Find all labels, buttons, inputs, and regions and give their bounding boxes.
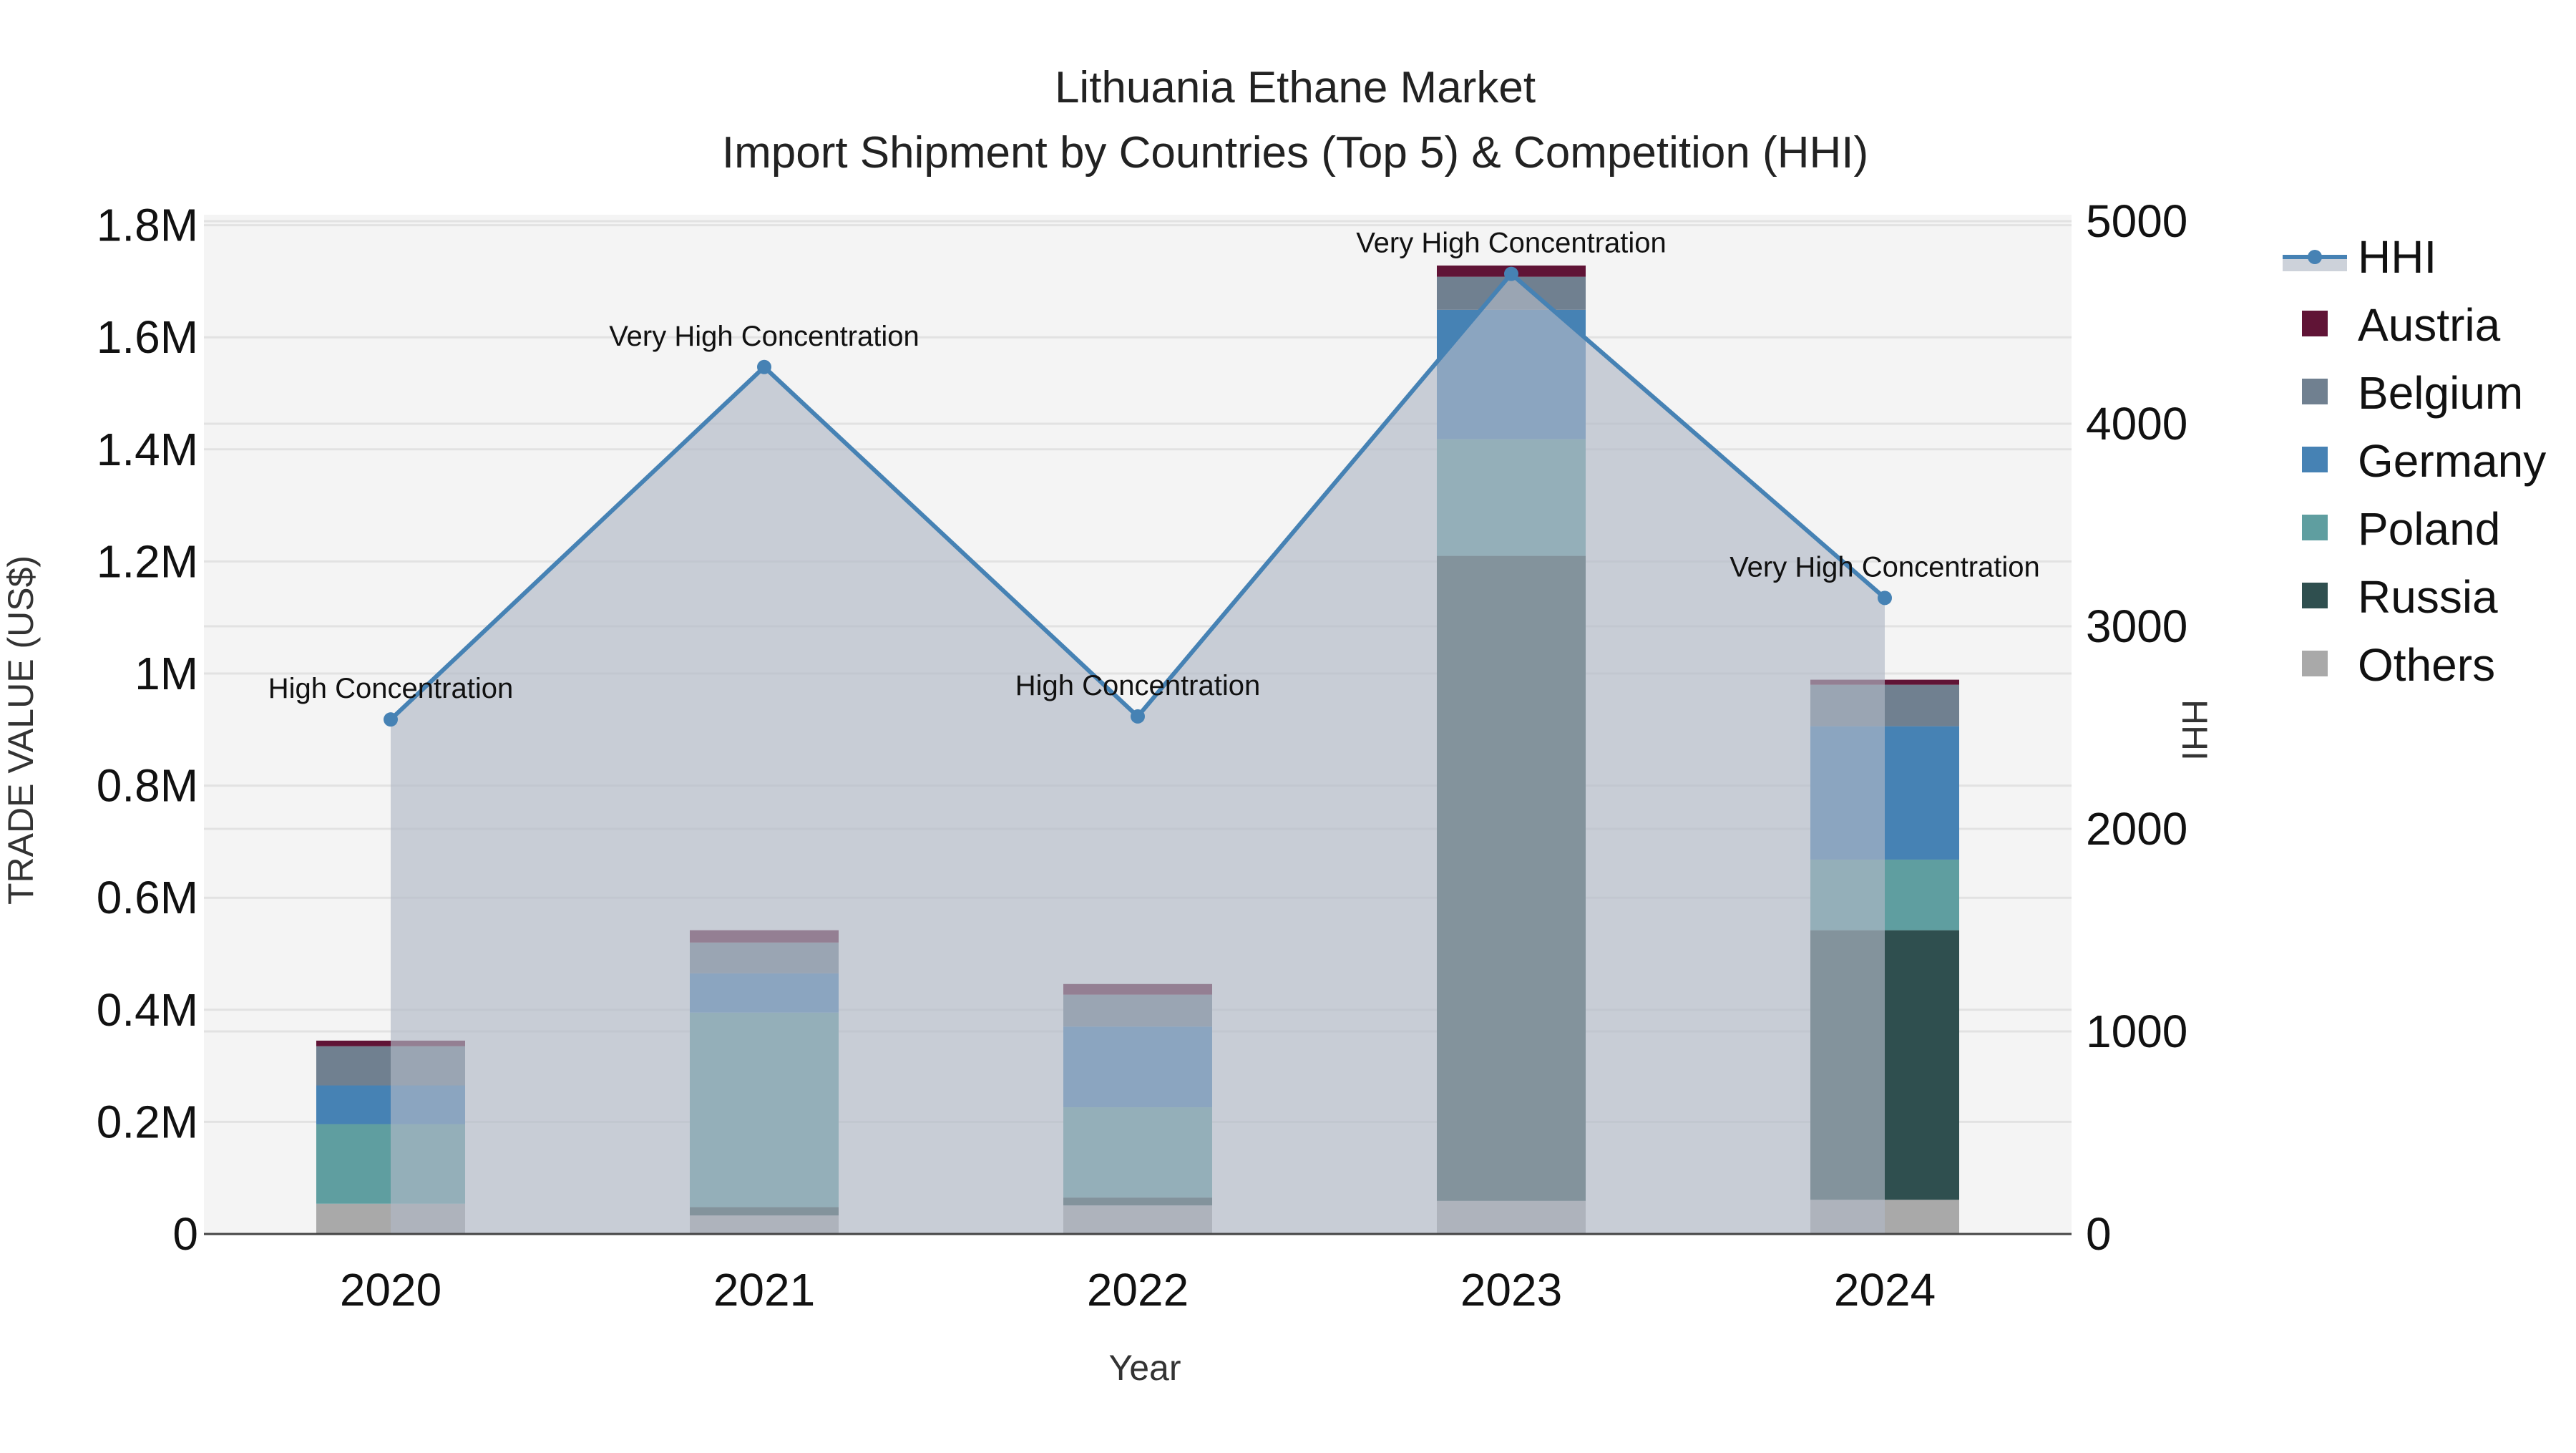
- legend-item-hhi[interactable]: HHI: [2283, 231, 2436, 283]
- x-tick-label: 2023: [1460, 1264, 1562, 1316]
- others-swatch-icon: [2302, 651, 2328, 676]
- y-tick-label: 0: [172, 1208, 198, 1260]
- y-tick-label: 1.4M: [97, 424, 198, 475]
- russia-swatch-icon: [2302, 583, 2328, 608]
- austria-swatch-icon: [2302, 311, 2328, 336]
- y2-axis-title: HHI: [2175, 699, 2215, 761]
- legend-label: Others: [2358, 639, 2495, 691]
- hhi-marker-2021[interactable]: [757, 359, 771, 374]
- hhi-marker-2022[interactable]: [1131, 709, 1145, 724]
- y-tick-label: 1.2M: [97, 535, 198, 587]
- legend-label: Germany: [2358, 435, 2546, 487]
- hhi-annotation-2022: High Concentration: [1015, 670, 1260, 701]
- y2-tick-label: 2000: [2086, 803, 2187, 855]
- legend-item-germany[interactable]: Germany: [2302, 435, 2546, 487]
- hhi-annotation-2023: Very High Concentration: [1356, 228, 1667, 259]
- belgium-swatch-icon: [2302, 379, 2328, 404]
- hhi-legend-marker-icon: [2308, 250, 2322, 264]
- legend-label: Austria: [2358, 299, 2501, 351]
- y-axis-title: TRADE VALUE (US$): [1, 555, 41, 905]
- germany-swatch-icon: [2302, 447, 2328, 472]
- chart-title: Lithuania Ethane Market: [1055, 63, 1536, 112]
- poland-swatch-icon: [2302, 515, 2328, 540]
- y-tick-label: 0.6M: [97, 872, 198, 923]
- y2-tick-label: 0: [2086, 1208, 2112, 1260]
- x-tick-label: 2020: [340, 1264, 441, 1316]
- y2-tick-label: 4000: [2086, 398, 2187, 449]
- legend-label: HHI: [2358, 231, 2436, 283]
- y-tick-label: 0.4M: [97, 984, 198, 1036]
- x-tick-label: 2021: [713, 1264, 815, 1316]
- y-tick-label: 1M: [135, 648, 198, 699]
- legend-item-others[interactable]: Others: [2302, 639, 2495, 691]
- hhi-annotation-2020: High Concentration: [268, 673, 513, 704]
- y2-tick-label: 3000: [2086, 601, 2187, 652]
- legend-label: Russia: [2358, 571, 2498, 623]
- y-tick-label: 1.8M: [97, 200, 198, 251]
- y2-tick-label: 5000: [2086, 195, 2187, 247]
- y2-tick-label: 1000: [2086, 1006, 2187, 1057]
- hhi-marker-2020[interactable]: [384, 712, 398, 727]
- legend-label: Belgium: [2358, 367, 2523, 419]
- y-tick-label: 1.6M: [97, 311, 198, 363]
- hhi-annotation-2021: Very High Concentration: [609, 321, 919, 352]
- x-axis-title: Year: [1108, 1348, 1181, 1388]
- legend-item-belgium[interactable]: Belgium: [2302, 367, 2523, 419]
- x-tick-label: 2022: [1087, 1264, 1189, 1316]
- axes: 0 0.2M 0.4M 0.6M 0.8M 1M 1.2M 1.4M 1.6M 1.8M 0 1000…: [97, 195, 2188, 1316]
- hhi-annotation-2024: Very High Concentration: [1729, 551, 2040, 583]
- legend: HHI Austria Belgium Germany Poland Russia Othe…: [2283, 231, 2546, 691]
- chart-subtitle: Import Shipment by Countries (Top 5) & C…: [722, 128, 1868, 178]
- x-tick-label: 2024: [1834, 1264, 1936, 1316]
- hhi-marker-2024[interactable]: [1878, 591, 1892, 606]
- legend-item-austria[interactable]: Austria: [2302, 299, 2501, 351]
- hhi-area-fill: [391, 273, 1885, 1235]
- hhi-marker-2023[interactable]: [1504, 266, 1518, 281]
- legend-item-poland[interactable]: Poland: [2302, 503, 2500, 555]
- y-tick-label: 0.2M: [97, 1096, 198, 1147]
- legend-label: Poland: [2358, 503, 2500, 555]
- hhi-line: [384, 266, 1892, 1235]
- legend-item-russia[interactable]: Russia: [2302, 571, 2498, 623]
- y-tick-label: 0.8M: [97, 760, 198, 812]
- hhi-annotations: High Concentration Very High Concentratio…: [268, 228, 2040, 705]
